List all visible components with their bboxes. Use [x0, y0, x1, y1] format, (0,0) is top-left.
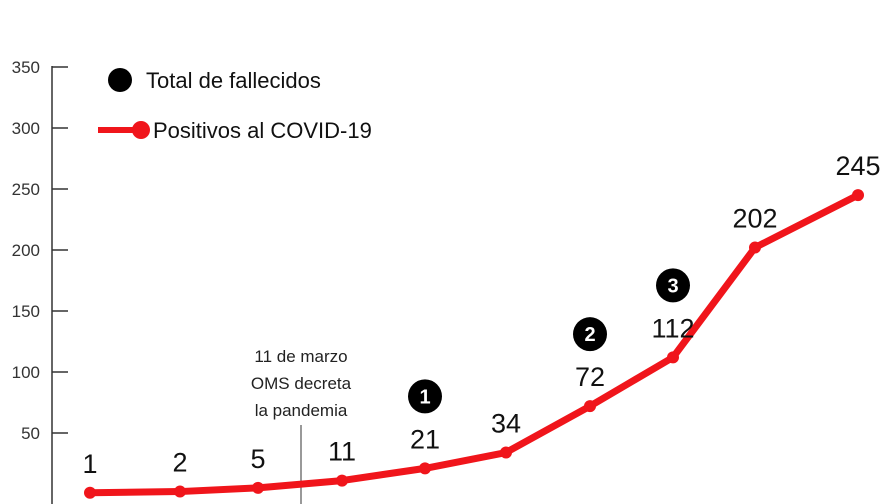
annotation-line-1: 11 de marzo: [254, 347, 347, 366]
data-label: 11: [328, 437, 356, 467]
data-point: [667, 351, 679, 364]
deaths-count: 2: [584, 324, 595, 346]
data-point: [252, 481, 264, 494]
y-tick-label: 250: [12, 180, 40, 199]
y-tick-label: 200: [12, 241, 40, 260]
y-tick-label: 50: [21, 424, 40, 443]
series-line-positivos: [86, 191, 862, 497]
data-point: [84, 486, 96, 499]
data-point: [852, 189, 864, 202]
y-axis: 50 100 150 200 250 300 350: [12, 58, 68, 504]
deaths-marker: [573, 317, 607, 352]
data-label: 34: [491, 409, 521, 439]
data-label: 21: [410, 424, 440, 454]
data-label: 245: [835, 151, 880, 181]
deaths-count: 1: [419, 386, 430, 408]
data-label: 1: [82, 449, 97, 479]
annotation: 11 de marzo OMS decreta la pandemia: [251, 347, 352, 504]
legend-positives-label: Positivos al COVID-19: [153, 118, 372, 143]
data-label: 5: [250, 444, 265, 474]
data-point: [336, 474, 348, 487]
y-tick-label: 300: [12, 119, 40, 138]
data-point: [174, 485, 186, 498]
y-tick-label: 100: [12, 363, 40, 382]
legend-positives-dot: [132, 121, 150, 139]
data-label: 202: [732, 204, 777, 234]
data-label: 72: [575, 362, 605, 392]
legend: Total de fallecidos Positivos al COVID-1…: [98, 68, 372, 143]
annotation-line-3: la pandemia: [255, 401, 348, 420]
annotation-line-2: OMS decreta: [251, 374, 352, 393]
deaths-count: 3: [667, 275, 678, 297]
y-tick-label: 350: [12, 58, 40, 77]
deaths-marker: [656, 268, 690, 303]
legend-deaths-label: Total de fallecidos: [146, 68, 321, 93]
y-tick-label: 150: [12, 302, 40, 321]
legend-deaths-marker: [108, 68, 132, 92]
data-point: [419, 462, 431, 475]
data-point: [584, 400, 596, 413]
data-point: [500, 446, 512, 459]
data-point: [749, 241, 761, 254]
data-label: 2: [172, 448, 187, 478]
data-label: 112: [651, 313, 694, 343]
deaths-marker: [408, 379, 442, 414]
